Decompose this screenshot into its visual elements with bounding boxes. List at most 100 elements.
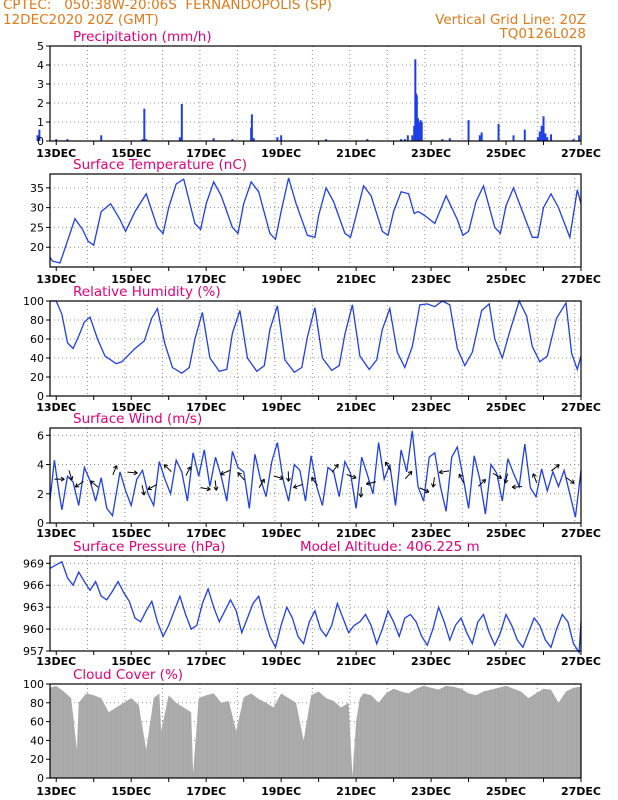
x-tick-label: 25DEC	[486, 273, 526, 286]
wind-arrow	[512, 486, 523, 488]
x-tick-label: 23DEC	[411, 655, 451, 668]
wind-arrow-head	[60, 476, 65, 482]
wind-arrow-head	[213, 486, 219, 491]
panel-title: Surface Wind (m/s)	[73, 411, 202, 427]
wind-arrow-head	[286, 477, 291, 482]
wind-arrow-head	[570, 479, 575, 484]
panel-title: Surface Pressure (hPa)	[73, 539, 226, 555]
panel-1	[46, 173, 582, 271]
x-tick-label: 27DEC	[561, 273, 601, 286]
y-tick-label: 0	[37, 390, 44, 403]
x-tick-label: 15DEC	[111, 785, 151, 798]
x-tick-label: 23DEC	[411, 785, 451, 798]
wind-arrow	[360, 487, 362, 498]
precip-bar	[250, 114, 253, 141]
wind-arrow-head	[365, 480, 371, 486]
wind-arrow-head	[334, 463, 339, 469]
y-tick-label: 80	[30, 314, 44, 327]
x-tick-label: 13DEC	[36, 273, 76, 286]
x-tick-label: 13DEC	[36, 147, 76, 160]
header-model-run-id: TQ0126L028	[499, 26, 586, 42]
x-tick-label: 23DEC	[411, 147, 451, 160]
y-tick-label: 3	[37, 78, 44, 91]
x-tick-label: 15DEC	[111, 655, 151, 668]
wind-arrow-head	[458, 473, 463, 479]
wind-arrow-head	[503, 479, 509, 484]
precip-bar	[467, 120, 470, 141]
y-tick-label: 2	[37, 488, 44, 501]
y-tick-label: 0	[37, 517, 44, 530]
x-tick-label: 19DEC	[261, 273, 301, 286]
x-tick-label: 21DEC	[336, 147, 376, 160]
precip-bar	[497, 123, 500, 141]
x-tick-label: 27DEC	[561, 655, 601, 668]
wind-arrow	[185, 466, 191, 476]
wind-arrow	[551, 464, 560, 472]
precip-bar	[411, 135, 414, 141]
wind-arrow-head	[186, 466, 192, 471]
wind-arrow-head	[206, 486, 211, 492]
precip-bar	[550, 134, 553, 141]
wind-arrow	[419, 487, 430, 493]
x-tick-label: 25DEC	[486, 785, 526, 798]
wind-arrow	[293, 483, 304, 489]
y-tick-label: 0	[37, 135, 44, 148]
x-tick-label: 25DEC	[486, 147, 526, 160]
precip-bar	[523, 129, 526, 141]
wind-arrow	[163, 464, 172, 472]
wind-arrow-head	[481, 479, 487, 484]
wind-arrow-head	[352, 474, 357, 480]
wind-arrow-head	[511, 484, 516, 490]
y-tick-label: 960	[23, 623, 44, 636]
precip-bar	[366, 139, 369, 141]
y-tick-label: 20	[30, 753, 44, 766]
precip-bar	[578, 135, 581, 141]
x-tick-label: 19DEC	[261, 147, 301, 160]
wind-arrow	[385, 461, 392, 471]
panel-frame	[49, 45, 582, 142]
wind-arrow-head	[384, 461, 390, 466]
precip-bar	[416, 118, 419, 141]
panel-3	[46, 427, 582, 527]
wind-arrow-head	[311, 476, 316, 482]
panel-frame	[49, 683, 582, 779]
precip-bar	[276, 137, 279, 141]
wind-arrow	[458, 473, 465, 484]
y-tick-label: 80	[30, 697, 44, 710]
x-tick-label: 25DEC	[486, 401, 526, 414]
wind-arrow	[565, 477, 575, 484]
precip-bar	[544, 133, 547, 141]
x-tick-label: 17DEC	[186, 401, 226, 414]
y-tick-label: 4	[37, 59, 44, 72]
wind-arrow	[237, 472, 245, 481]
y-tick-label: 969	[23, 557, 44, 570]
y-tick-label: 25	[30, 221, 44, 234]
precip-bar	[280, 135, 283, 141]
wind-arrow-head	[89, 480, 95, 485]
precip-bar	[546, 137, 549, 141]
wind-arrow	[90, 480, 99, 488]
wind-arrow	[311, 477, 318, 486]
precip-bar	[572, 139, 575, 141]
precip-bar	[212, 138, 215, 141]
y-tick-label: 40	[30, 734, 44, 747]
wind-arrow	[141, 485, 145, 496]
panel-5	[46, 683, 582, 782]
wind-arrow-head	[220, 470, 225, 476]
y-tick-label: 5	[37, 40, 44, 53]
panel-0	[36, 45, 582, 145]
panel-title: Surface Temperature (nC)	[73, 157, 247, 173]
x-tick-label: 21DEC	[336, 273, 376, 286]
precip-bar	[419, 120, 422, 141]
x-tick-label: 23DEC	[411, 273, 451, 286]
header-datetime: 12DEC2020 20Z (GMT)	[3, 12, 159, 28]
x-tick-label: 21DEC	[336, 401, 376, 414]
wind-arrow	[366, 481, 377, 485]
wind-arrow	[432, 477, 435, 488]
x-tick-label: 13DEC	[36, 785, 76, 798]
y-tick-label: 100	[23, 295, 44, 308]
wind-arrow	[258, 478, 265, 488]
precip-bar	[512, 135, 515, 141]
x-tick-label: 27DEC	[561, 147, 601, 160]
